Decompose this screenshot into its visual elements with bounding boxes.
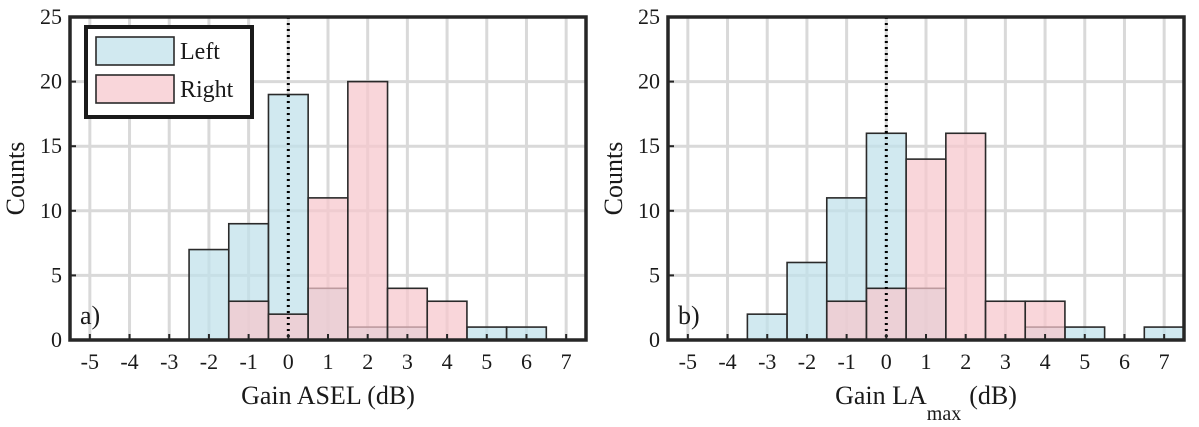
bar-left (786, 261, 828, 341)
x-tick-label: -5 (81, 349, 99, 374)
x-tick-label: 4 (442, 349, 453, 374)
x-tick-label: 6 (1119, 349, 1130, 374)
y-tick-label: 5 (51, 262, 62, 287)
y-tick-label: 10 (40, 198, 62, 223)
x-tick-label: 1 (921, 349, 932, 374)
legend: Left Right (84, 25, 254, 119)
legend-label-left: Left (180, 39, 220, 65)
y-tick-label: 5 (649, 262, 660, 287)
x-tick-label: 2 (362, 349, 373, 374)
y-tick-label: 15 (40, 133, 62, 158)
x-tick-label: 2 (960, 349, 971, 374)
x-tick-label: -4 (120, 349, 138, 374)
x-tick-label: 5 (481, 349, 492, 374)
x-tick-label: -1 (239, 349, 257, 374)
x-tick-label: -3 (758, 349, 776, 374)
x-tick-label: 7 (561, 349, 572, 374)
panel-label: a) (80, 301, 100, 330)
bar-right (386, 287, 429, 341)
bar-right (347, 80, 389, 341)
x-tick-label: 0 (881, 349, 892, 374)
x-tick-label: 5 (1079, 349, 1090, 374)
legend-swatch-right (95, 74, 175, 104)
legend-label-right: Right (180, 77, 234, 103)
x-tick-label: 1 (323, 349, 334, 374)
x-axis-label-unit: (dB) (969, 381, 1017, 410)
x-tick-label: 6 (521, 349, 532, 374)
y-tick-label: 20 (638, 69, 660, 94)
x-tick-label: -4 (718, 349, 736, 374)
chart-panel-b: -5 -4 -3 -2 -1 0 1 2 3 4 5 6 7 0 5 10 15 20 25 Counts Gain L… (599, 4, 1186, 425)
x-tick-label: -3 (160, 349, 178, 374)
x-tick-label: -1 (837, 349, 855, 374)
x-tick-label: 7 (1159, 349, 1170, 374)
x-axis-label-main: Gain LA (835, 381, 927, 410)
bar-right (307, 197, 349, 341)
x-tick-label: 0 (283, 349, 294, 374)
x-tick-label: 4 (1040, 349, 1051, 374)
y-axis-label: Counts (1, 142, 30, 216)
bar-right (945, 132, 987, 341)
x-tick-label: 3 (1000, 349, 1011, 374)
chart-panel-a: -5 -4 -3 -2 -1 0 1 2 3 4 5 6 7 0 5 10 15 20 25 Counts Gain A… (1, 4, 588, 410)
x-axis-label-subscript: max (927, 403, 961, 425)
legend-swatch-left (95, 36, 175, 66)
panel-label: b) (678, 301, 700, 330)
bar-right (865, 287, 907, 341)
y-tick-label: 10 (638, 198, 660, 223)
y-tick-label: 15 (638, 133, 660, 158)
x-axis-label: Gain ASEL (dB) (241, 381, 415, 410)
y-tick-label: 25 (638, 4, 660, 29)
x-tick-label: -2 (798, 349, 816, 374)
bar-right (905, 158, 947, 341)
x-tick-label: 3 (402, 349, 413, 374)
y-axis-label: Counts (599, 142, 628, 216)
x-tick-label: -2 (200, 349, 218, 374)
y-tick-label: 0 (649, 327, 660, 352)
x-axis-label: Gain LAmax (dB) (835, 381, 1017, 425)
bar-left (188, 248, 230, 341)
y-tick-label: 25 (40, 4, 62, 29)
x-tick-label: -5 (679, 349, 697, 374)
y-tick-label: 20 (40, 69, 62, 94)
y-tick-label: 0 (51, 327, 62, 352)
